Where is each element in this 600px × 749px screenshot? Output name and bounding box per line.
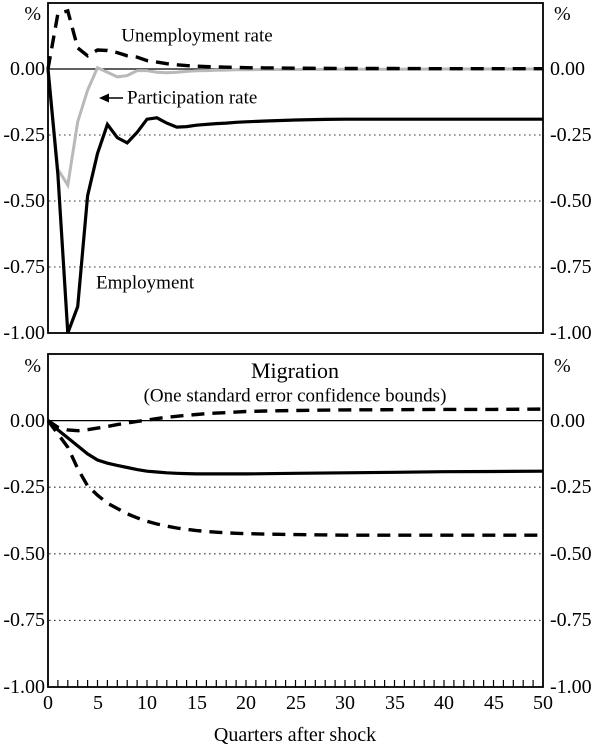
participation-rate-label: Participation rate [127, 87, 258, 109]
y-tick-label: 0.00 [10, 410, 45, 432]
y-tick-label: -0.75 [550, 256, 592, 278]
migration-panel-subtitle: (One standard error confidence bounds) [143, 385, 447, 407]
x-tick-label: 30 [335, 692, 355, 714]
x-axis-title: Quarters after shock [213, 724, 377, 746]
y-tick-label: -0.50 [3, 190, 45, 212]
percent-label-bottom-left: % [24, 355, 41, 377]
employment-line [46, 68, 543, 334]
x-tick-label: 5 [93, 692, 103, 714]
y-tick-label: -0.25 [3, 476, 45, 498]
unemployment-rate-line [46, 8, 543, 71]
y-tick-label: -0.75 [550, 609, 592, 631]
y-tick-label: -0.75 [3, 256, 45, 278]
upper-bound-line [47, 407, 544, 433]
panel-border-top [47, 2, 544, 334]
lower-bound-line [46, 419, 543, 537]
y-tick-label: -0.50 [3, 543, 45, 565]
y-tick-label: -1.00 [3, 676, 45, 698]
x-tick-label: 20 [236, 692, 256, 714]
x-tick-label: 25 [286, 692, 306, 714]
y-tick-label: 0.00 [550, 58, 585, 80]
percent-label-bottom-right: % [554, 355, 571, 377]
y-tick-label: -0.25 [3, 124, 45, 146]
y-tick-label: -0.25 [550, 124, 592, 146]
y-tick-label: -1.00 [3, 322, 45, 344]
percent-label-top-left: % [24, 3, 41, 25]
y-tick-label: -0.50 [550, 190, 592, 212]
x-tick-label: 0 [43, 692, 53, 714]
y-tick-label: -0.25 [550, 476, 592, 498]
x-tick-label: 15 [187, 692, 207, 714]
panel-border-bottom [47, 353, 544, 688]
participation-rate-line [46, 65, 543, 190]
x-tick-label: 35 [385, 692, 405, 714]
migration-line [46, 419, 544, 476]
x-tick-label: 45 [484, 692, 504, 714]
y-tick-label: -1.00 [550, 676, 592, 698]
x-tick-label: 40 [434, 692, 454, 714]
y-tick-label: -0.75 [3, 609, 45, 631]
y-tick-label: -0.50 [550, 543, 592, 565]
y-tick-label: -1.00 [550, 322, 592, 344]
x-tick-label: 50 [533, 692, 553, 714]
participation-arrow-head-icon [99, 93, 109, 103]
employment-label: Employment [96, 272, 195, 294]
x-tick-label: 10 [137, 692, 157, 714]
y-tick-label: 0.00 [550, 410, 585, 432]
unemployment-rate-label: Unemployment rate [121, 25, 273, 47]
percent-label-top-right: % [554, 3, 571, 25]
y-tick-label: 0.00 [10, 58, 45, 80]
migration-panel-title: Migration [251, 358, 339, 383]
